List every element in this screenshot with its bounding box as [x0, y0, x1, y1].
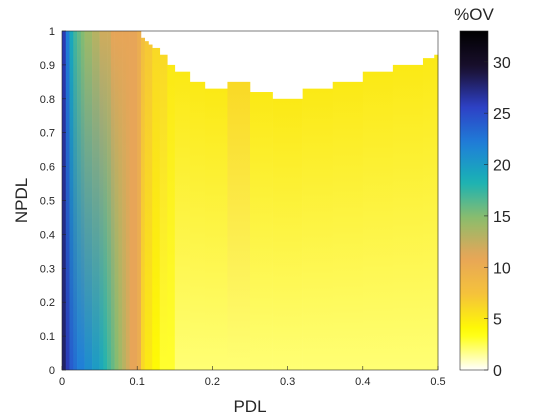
heatmap-column — [107, 31, 112, 370]
heatmap-column — [110, 31, 115, 370]
heatmap-column — [167, 64, 176, 371]
heatmap-column — [227, 81, 251, 370]
heatmap-column — [159, 54, 168, 370]
colorbar: 0 5 10 15 20 25 30 — [459, 30, 511, 380]
heatmap-column — [392, 64, 424, 371]
y-tick-label: 0.3 — [40, 263, 55, 275]
heatmap-column — [129, 31, 134, 370]
y-tick-label: 0.2 — [40, 297, 55, 309]
colorbar-tick-label: 20 — [493, 158, 511, 175]
plot-area — [61, 30, 439, 371]
x-tick-label: 0 — [59, 376, 65, 388]
heatmap-column — [137, 31, 142, 370]
x-tick-label: 0.4 — [355, 376, 370, 388]
heatmap-column — [140, 37, 146, 370]
heatmap-column — [434, 54, 439, 370]
y-tick-label: 0.5 — [40, 196, 55, 208]
heatmap-column — [125, 31, 130, 370]
colorbar-tick-label: 30 — [493, 55, 511, 72]
heatmap-column — [77, 31, 82, 370]
heatmap-column — [88, 31, 93, 370]
heatmap-column — [95, 31, 100, 370]
heatmap-column — [103, 31, 108, 370]
heatmap-column — [99, 31, 104, 370]
heatmap-column — [250, 92, 273, 371]
heatmap-column — [152, 47, 161, 370]
heatmap-column — [189, 81, 206, 370]
colorbar-gradient — [459, 30, 489, 371]
heatmap-column — [332, 81, 364, 370]
heatmap-column — [118, 31, 123, 370]
heatmap-column — [69, 31, 74, 370]
y-tick-label: 0.6 — [40, 162, 55, 174]
y-tick-label: 0.7 — [40, 128, 55, 140]
heatmap-column — [174, 71, 191, 371]
heatmap-column — [148, 44, 153, 371]
heatmap-column — [114, 31, 119, 370]
x-tick-label: 0.2 — [205, 376, 220, 388]
x-tick-label: 0.5 — [430, 376, 445, 388]
colorbar-tick-label: 10 — [493, 260, 511, 277]
heatmap-column — [133, 31, 138, 370]
colorbar-title: %OV — [454, 5, 494, 24]
colorbar-tick-label: 5 — [493, 312, 502, 329]
x-tick-label: 0.3 — [280, 376, 295, 388]
heatmap-column — [144, 41, 149, 371]
x-tick-label: 0.1 — [130, 376, 145, 388]
heatmap-column — [422, 58, 435, 371]
heatmap-column — [80, 31, 85, 370]
y-tick-label: 0.8 — [40, 94, 55, 106]
heatmap-column — [122, 31, 127, 370]
heatmap-column — [204, 88, 228, 370]
colorbar-tick-label: 0 — [493, 363, 502, 380]
x-axis-title: PDL — [233, 397, 266, 416]
heatmap-column — [73, 31, 78, 370]
heatmap-column — [84, 31, 89, 370]
heatmap-column — [272, 98, 303, 371]
y-axis: 0 0.1 0.2 0.3 0.4 0.5 0.6 0.7 0.8 0.9 1 — [40, 26, 66, 377]
heatmap-column — [362, 71, 394, 371]
heatmap-column — [92, 31, 97, 370]
x-axis: 0 0.1 0.2 0.3 0.4 0.5 — [59, 366, 446, 388]
y-tick-label: 0.4 — [40, 229, 55, 241]
y-tick-label: 0.9 — [40, 60, 55, 72]
colorbar-tick-label: 25 — [493, 106, 511, 123]
y-tick-label: 0.1 — [40, 331, 55, 343]
y-tick-label: 0 — [49, 365, 55, 377]
colorbar-tick-label: 15 — [493, 209, 511, 226]
y-tick-label: 1 — [49, 26, 55, 38]
heatmap-column — [302, 88, 334, 370]
y-axis-title: NPDL — [12, 178, 31, 223]
heatmap-column — [65, 31, 70, 370]
